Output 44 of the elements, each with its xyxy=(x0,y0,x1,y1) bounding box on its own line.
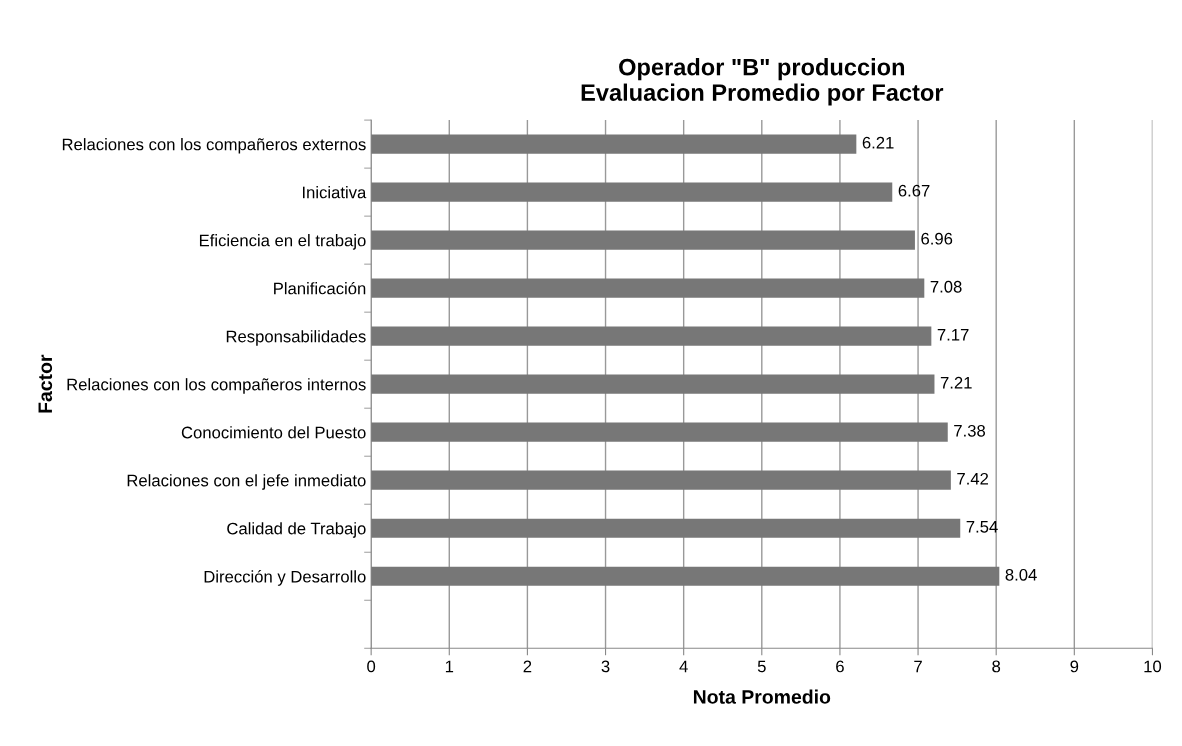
y-tick-label: Conocimiento del Puesto xyxy=(181,426,366,439)
bar xyxy=(371,182,893,202)
x-tick-label: 10 xyxy=(1144,660,1162,673)
y-tick-label: Calidad de Trabajo xyxy=(227,522,366,538)
bar xyxy=(371,374,935,394)
bar xyxy=(371,518,961,538)
data-label: 6.96 xyxy=(921,232,953,245)
x-tick-label: 5 xyxy=(757,660,766,673)
x-tick-label: 6 xyxy=(836,660,844,673)
x-tick-label: 9 xyxy=(1070,660,1079,673)
y-tick-label: Relaciones con los compañeros internos xyxy=(67,378,366,394)
data-label: 7.21 xyxy=(940,376,972,389)
data-label: 6.21 xyxy=(862,136,894,149)
x-tick-label: 1 xyxy=(445,660,454,673)
y-tick-label: Dirección y Desarrollo xyxy=(204,570,366,586)
bar xyxy=(371,134,857,154)
y-tick-label: Relaciones con el jefe inmediato xyxy=(127,474,366,490)
bar xyxy=(371,470,951,490)
bar xyxy=(371,278,925,298)
y-tick-label: Iniciativa xyxy=(302,186,367,199)
data-label: 7.38 xyxy=(954,424,986,437)
data-label: 8.04 xyxy=(1005,568,1037,581)
x-tick-label: 7 xyxy=(914,660,922,673)
y-tick-label: Responsabilidades xyxy=(226,330,366,346)
x-tick-label: 3 xyxy=(601,660,610,673)
chart-title: Operador "B" produccion Evaluacion Promedio por Factor xyxy=(581,58,944,106)
x-axis-title: Nota Promedio xyxy=(693,689,831,704)
y-tick-label: Planificación xyxy=(274,281,366,295)
bar xyxy=(371,566,1000,586)
y-axis-title: Factor xyxy=(38,354,53,413)
bar xyxy=(371,326,932,346)
data-label: 6.67 xyxy=(898,184,930,197)
x-tick-label: 0 xyxy=(367,660,376,673)
bar xyxy=(371,422,948,442)
bar xyxy=(371,230,915,250)
y-tick-label: Relaciones con los compañeros externos xyxy=(62,138,366,154)
x-tick-label: 4 xyxy=(679,660,688,673)
data-label: 7.54 xyxy=(966,521,998,533)
x-tick-label: 8 xyxy=(992,660,1001,673)
data-label: 7.42 xyxy=(957,472,989,485)
y-tick-label: Eficiencia en el trabajo xyxy=(199,234,366,250)
data-label: 7.17 xyxy=(937,329,969,341)
data-label: 7.08 xyxy=(930,280,962,293)
x-tick-label: 2 xyxy=(523,660,532,673)
